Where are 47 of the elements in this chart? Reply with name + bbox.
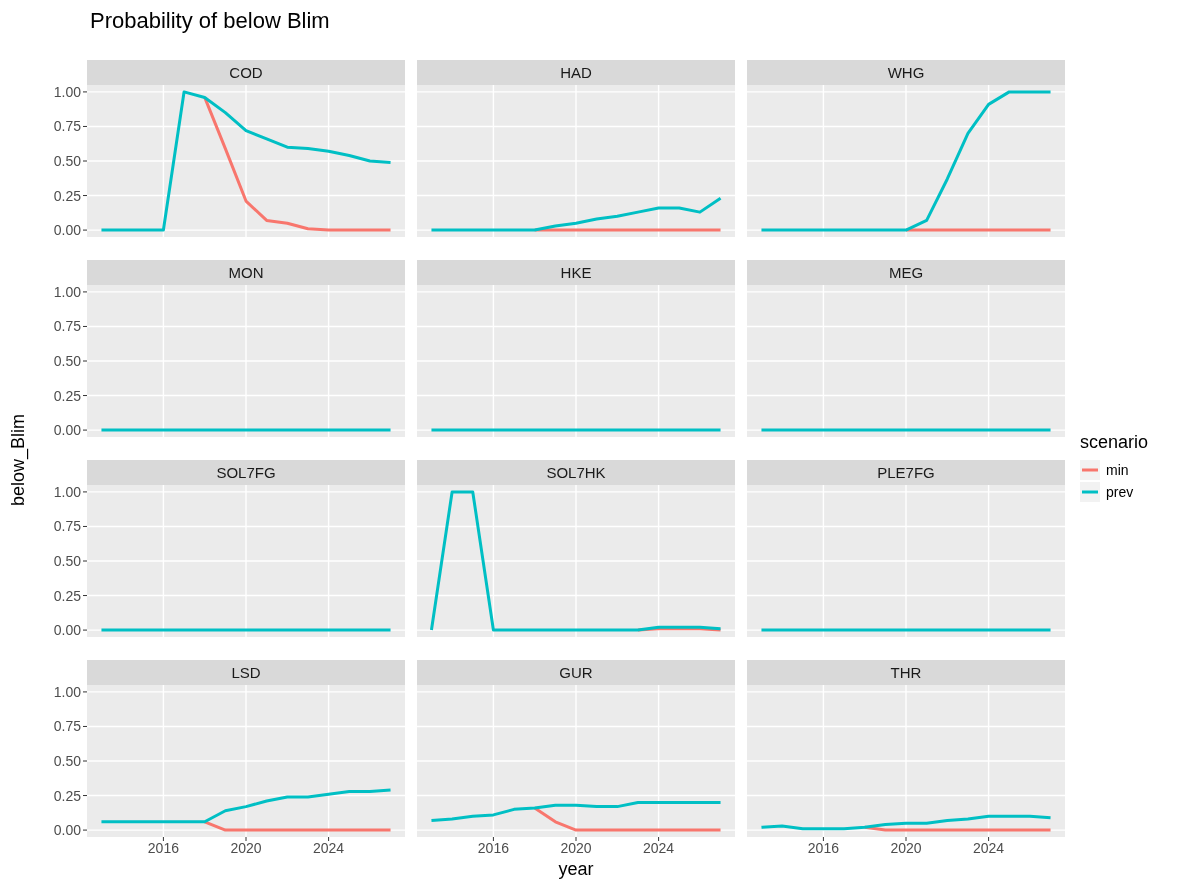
legend-label: prev [1106,484,1134,500]
legend-title: scenario [1080,432,1149,453]
y-tick-label: 0.25 [53,387,82,404]
y-tick-label: 0.25 [53,187,82,204]
x-tick-label: 2020 [560,839,592,856]
y-tick-label: 1.00 [53,83,82,100]
y-tick-label: 0.75 [53,318,82,335]
x-tick-label: 2024 [643,839,675,856]
text: Probability of below Blim [90,8,330,34]
y-tick-label: 1.00 [53,483,82,500]
chart-title: HKE [417,260,735,285]
chart-title: LSD [87,660,405,685]
chart-title: SOL7FG [87,460,405,485]
chart-title: THR [747,660,1065,685]
chart-title: MEG [747,260,1065,285]
x-tick-label: 2016 [147,839,180,856]
x-axis-title: year [557,859,595,880]
chart-title: HAD [417,60,735,85]
x-tick-label: 2024 [973,839,1005,856]
y-tick-label: 1.00 [53,283,82,300]
y-tick-label: 0.75 [53,118,82,135]
y-tick-label: 0.00 [53,822,82,839]
y-tick-label: 0.25 [53,587,82,604]
y-tick-label: 0.00 [53,222,82,239]
y-tick-label: 0.50 [53,752,82,769]
y-tick-label: 0.00 [53,622,82,639]
y-tick-label: 0.50 [53,352,82,369]
chart-title: GUR [417,660,735,685]
x-tick-label: 2020 [230,839,262,856]
x-tick-label: 2016 [807,839,840,856]
y-tick-label: 0.25 [53,787,82,804]
y-tick-label: 0.50 [53,152,82,169]
y-tick-label: 0.75 [53,718,82,735]
y-tick-label: 0.75 [53,518,82,535]
chart-title: COD [87,60,405,85]
chart-title: WHG [747,60,1065,85]
x-tick-label: 2016 [477,839,510,856]
chart-title: PLE7FG [747,460,1065,485]
x-tick-label: 2020 [890,839,922,856]
legend-label: min [1106,462,1129,478]
y-tick-label: 1.00 [53,683,82,700]
y-tick-label: 0.00 [53,422,82,439]
y-tick-label: 0.50 [53,552,82,569]
y-axis-title: below_Blim [7,413,29,507]
x-tick-label: 2024 [313,839,345,856]
chart-title: MON [87,260,405,285]
chart-title: SOL7HK [417,460,735,485]
